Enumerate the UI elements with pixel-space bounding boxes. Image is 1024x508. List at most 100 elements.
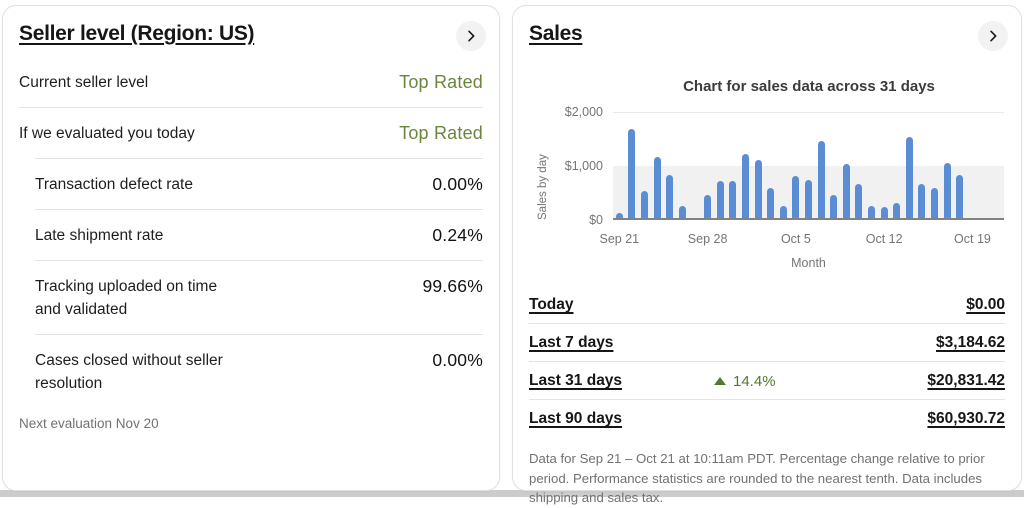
- bar-oct-13[interactable]: [893, 203, 901, 218]
- bar-oct-9[interactable]: [842, 164, 850, 218]
- seller-metrics-list: Current seller level Top Rated If we evalu…: [19, 57, 483, 408]
- chart-x-tick-label: Sep 28: [687, 232, 728, 246]
- bar-oct-3[interactable]: [767, 188, 775, 218]
- sales-card: Sales Chart for sales data across 31 day…: [512, 5, 1022, 505]
- bar-slot: [752, 113, 765, 218]
- bar-sep-28[interactable]: [704, 195, 712, 218]
- chevron-right-icon: [990, 30, 997, 42]
- seller-metric-value: 0.00%: [432, 350, 483, 370]
- bar-slot: [966, 113, 979, 218]
- bar-oct-5[interactable]: [792, 176, 800, 218]
- bar-oct-15[interactable]: [918, 183, 926, 218]
- chart-x-axis-title: Month: [791, 256, 826, 270]
- bar-oct-7[interactable]: [817, 141, 825, 218]
- bar-oct-18[interactable]: [956, 174, 964, 218]
- bar-slot: [916, 113, 929, 218]
- seller-metric-row: Late shipment rate 0.24%: [35, 209, 483, 260]
- bar-oct-10[interactable]: [855, 183, 863, 218]
- chart-x-tick-label: Oct 19: [954, 232, 991, 246]
- sales-amount-link[interactable]: $20,831.42: [927, 372, 1005, 389]
- bar-sep-23[interactable]: [641, 191, 649, 218]
- trend-up-icon: [714, 377, 726, 385]
- sales-title[interactable]: Sales: [529, 22, 583, 45]
- bar-slot: [714, 113, 727, 218]
- sales-summary-row: Last 90 days $60,930.72: [529, 399, 1005, 437]
- bar-slot: [878, 113, 891, 218]
- seller-metric-value: Top Rated: [399, 72, 483, 92]
- bar-sep-26[interactable]: [678, 205, 686, 218]
- bar-oct-4[interactable]: [779, 205, 787, 218]
- bar-oct-16[interactable]: [931, 187, 939, 218]
- bar-sep-25[interactable]: [666, 174, 674, 218]
- chart-x-tick-label: Sep 21: [599, 232, 640, 246]
- bar-slot: [827, 113, 840, 218]
- bar-sep-21[interactable]: [615, 213, 623, 218]
- bar-slot: [941, 113, 954, 218]
- sales-amount-link[interactable]: $0.00: [966, 296, 1005, 313]
- bar-slot: [626, 113, 639, 218]
- sales-amount-link[interactable]: $60,930.72: [927, 410, 1005, 427]
- sales-card-header: Sales: [513, 6, 1021, 51]
- seller-metric-row: Tracking uploaded on time and validated 9…: [35, 260, 483, 334]
- bar-slot: [802, 113, 815, 218]
- seller-metric-row: If we evaluated you today Top Rated: [19, 107, 483, 158]
- seller-metric-label: Tracking uploaded on time and validated: [35, 278, 218, 318]
- sales-period-link[interactable]: Last 90 days: [529, 410, 623, 427]
- bar-slot: [764, 113, 777, 218]
- chart-bars: [613, 113, 1004, 218]
- sales-change-value: 14.4%: [733, 372, 776, 390]
- bar-slot: [979, 113, 992, 218]
- bar-slot: [790, 113, 803, 218]
- bar-oct-1[interactable]: [741, 153, 749, 218]
- bar-slot: [651, 113, 664, 218]
- bar-slot: [701, 113, 714, 218]
- bar-sep-24[interactable]: [653, 156, 661, 218]
- sales-footnote: Data for Sep 21 – Oct 21 at 10:11am PDT.…: [529, 451, 985, 505]
- seller-metric-row: Current seller level Top Rated: [19, 57, 483, 107]
- sales-open-button[interactable]: [978, 21, 1008, 51]
- bar-slot: [777, 113, 790, 218]
- sales-summary-list: Today $0.00 Last 7 days $3,184.62 Last 31 da…: [529, 286, 1005, 437]
- sales-period-link[interactable]: Last 31 days: [529, 372, 623, 389]
- bar-oct-8[interactable]: [830, 195, 838, 218]
- bar-oct-12[interactable]: [880, 206, 888, 218]
- sales-summary-row: Last 31 days 14.4% $20,831.42: [529, 361, 1005, 399]
- chart-y-tick-label: $0: [589, 213, 603, 227]
- bar-slot: [865, 113, 878, 218]
- sales-change: 14.4%: [714, 373, 776, 390]
- bar-sep-30[interactable]: [729, 181, 737, 218]
- sales-period-link[interactable]: Today: [529, 296, 574, 313]
- seller-metric-label: Current seller level: [19, 74, 149, 91]
- bar-oct-2[interactable]: [754, 160, 762, 218]
- bar-slot: [890, 113, 903, 218]
- chart-x-tick-label: Oct 12: [865, 232, 903, 246]
- sales-period-link[interactable]: Last 7 days: [529, 334, 614, 351]
- bar-slot: [663, 113, 676, 218]
- chart-x-tick-label: Oct 5: [780, 232, 811, 246]
- seller-metric-label: Cases closed without seller resolution: [35, 352, 223, 392]
- bar-slot: [928, 113, 941, 218]
- bar-oct-17[interactable]: [943, 162, 951, 218]
- bar-oct-6[interactable]: [804, 180, 812, 218]
- seller-metric-label: Transaction defect rate: [35, 176, 193, 193]
- bar-oct-11[interactable]: [867, 205, 875, 218]
- bar-sep-22[interactable]: [628, 128, 636, 218]
- bar-slot: [953, 113, 966, 218]
- bar-slot: [726, 113, 739, 218]
- sales-summary-row: Last 7 days $3,184.62: [529, 323, 1005, 361]
- bar-oct-14[interactable]: [905, 137, 913, 218]
- chart-y-ticks: $0 $1,000 $2,000: [529, 105, 603, 227]
- bar-sep-29[interactable]: [716, 180, 724, 218]
- sales-amount-link[interactable]: $3,184.62: [936, 334, 1005, 351]
- bar-slot: [676, 113, 689, 218]
- chart-y-tick-label: $2,000: [564, 105, 603, 119]
- seller-level-title[interactable]: Seller level (Region: US): [19, 22, 255, 45]
- next-evaluation-note: Next evaluation Nov 20: [19, 416, 159, 431]
- bar-slot: [991, 113, 1004, 218]
- bar-slot: [903, 113, 916, 218]
- seller-card-header: Seller level (Region: US): [3, 6, 499, 51]
- seller-level-open-button[interactable]: [456, 21, 486, 51]
- bar-slot: [613, 113, 626, 218]
- bar-slot: [853, 113, 866, 218]
- seller-metric-label: Late shipment rate: [35, 227, 164, 244]
